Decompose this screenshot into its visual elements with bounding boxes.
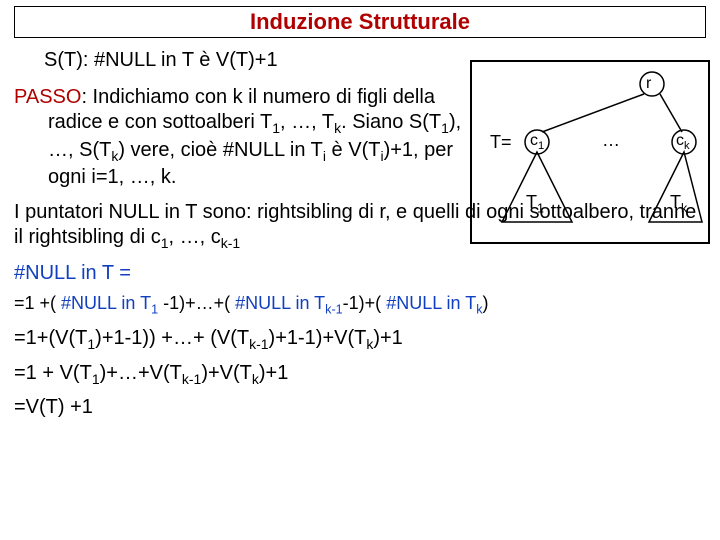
title-box: Induzione Strutturale	[14, 6, 706, 38]
node-r: r	[646, 75, 651, 93]
dots: …	[602, 130, 620, 151]
tri-t1: T1	[526, 192, 544, 216]
tree-diagram: r T= c1 ck … T1 Tk	[470, 60, 710, 244]
tri-tk: Tk	[670, 192, 687, 216]
eq3: =1 + V(T1)+…+V(Tk-1)+V(Tk)+1	[14, 361, 706, 389]
t-equals: T=	[490, 132, 512, 153]
eq2: =1+(V(T1)+1-1)) +…+ (V(Tk-1)+1-1)+V(Tk)+…	[14, 326, 706, 354]
null-lhs-text: #NULL in T =	[14, 262, 131, 284]
passo-block: PASSO: Indichiamo con k il numero di fig…	[14, 85, 478, 190]
passo-label: PASSO	[14, 86, 81, 108]
node-ck: ck	[676, 132, 690, 152]
title-text: Induzione Strutturale	[250, 9, 470, 34]
null-lhs: #NULL in T =	[14, 261, 706, 286]
eq4: =V(T) +1	[14, 395, 706, 420]
node-c1: c1	[530, 132, 544, 152]
eq1: =1 +( #NULL in T1 -1)+…+( #NULL in Tk-1-…	[14, 292, 706, 318]
